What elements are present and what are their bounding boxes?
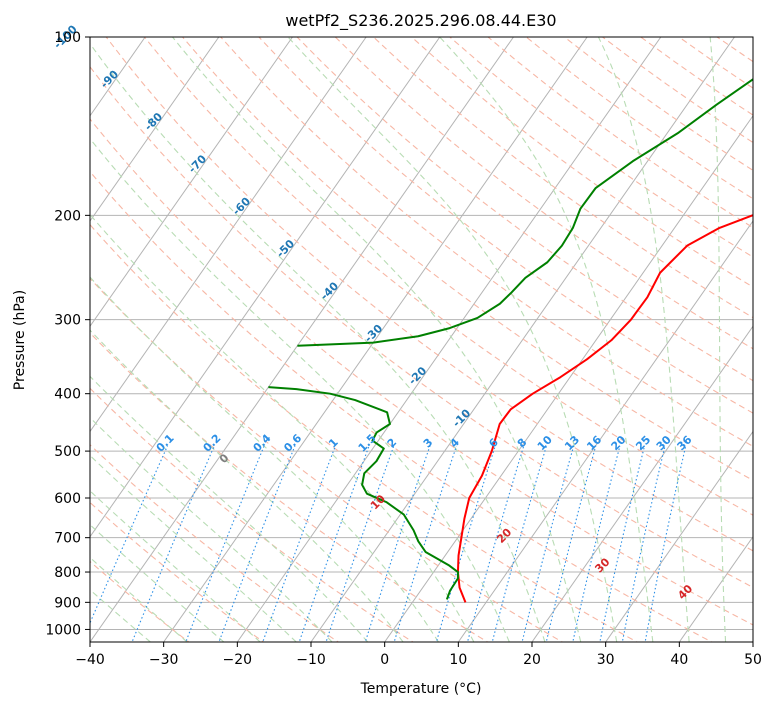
isotherm-line [90,37,441,538]
mixing-ratio-line [364,445,431,642]
x-tick-label: 30 [597,652,615,668]
dry-adiabat-line [90,277,564,642]
isotherm-line [236,37,662,642]
dry-adiabat-line [411,37,753,288]
y-tick-label: 300 [54,313,81,329]
y-tick-label: 100 [54,30,81,46]
profiles [268,78,753,603]
isotherm-line [90,37,293,328]
y-axis: 100 200 300 400 500 600 700 800 900 1000 [45,30,90,638]
moist-adiabat-line [439,37,654,642]
x-tick-label: −10 [296,652,326,668]
y-axis-label: Pressure (hPa) [12,290,28,390]
moist-adiabat-line [90,276,439,642]
plot-frame [89,36,754,643]
isotherm-line [457,220,753,642]
x-tick-label: −30 [149,652,179,668]
moist-adiabat-line [90,589,151,642]
mixing-ratio-line [521,445,575,642]
dry-adiabat-line [90,332,489,642]
dry-adiabat-line [220,37,753,447]
moist-adiabat-line [90,454,297,642]
mixing-ratio-line [325,445,395,642]
isotherm-line [90,37,514,642]
mixing-ratio-line [621,445,666,642]
dewpoint-profile [297,78,753,347]
moist-adiabat-line [90,375,369,642]
x-axis-label: Temperature (°C) [360,681,482,697]
isotherm-line [90,37,367,433]
x-axis: −40 −30 −20 −10 0 10 20 30 40 50 [75,642,762,668]
isotherm-line [163,37,588,642]
dry-adiabat-line [182,37,753,481]
mixing-ratio-line [572,445,621,642]
temperature-profile [456,214,753,603]
moist-adiabat-line [90,42,546,642]
dry-adiabat-line [90,444,340,642]
dry-adiabat-line [90,501,265,642]
x-tick-label: 20 [523,652,541,668]
dry-adiabat-line [258,37,753,414]
x-tick-label: 40 [670,652,688,668]
moist-adiabat-line [90,490,261,642]
y-tick-label: 600 [54,491,81,507]
isotherm-line [678,535,753,642]
dry-adiabat-line [90,118,753,626]
moist-adiabat-line [90,329,404,642]
moist-adiabat-line [709,37,727,642]
moist-adiabat-line [287,37,618,642]
isotherm-line [384,114,753,642]
mixing-ratio-line [393,445,458,642]
mixing-ratio-line [298,445,370,642]
moist-adiabat-line [172,37,582,642]
mixing-ratio-line [491,445,547,642]
x-tick-label: 0 [380,652,389,668]
mixing-ratio-line [599,445,646,642]
mixing-ratio-line [466,445,525,642]
moist-adiabat-line [597,37,690,642]
dry-adiabat-line [373,37,753,319]
dry-adiabat-line [90,223,639,642]
dry-adiabat-line [90,170,713,642]
mixing-ratio-line [644,445,687,642]
moist-adiabat-line [90,556,188,642]
dry-adiabat-line [90,65,753,588]
x-tick-label: −20 [223,652,253,668]
y-tick-label: 200 [54,208,81,224]
x-tick-label: 50 [744,652,762,668]
x-tick-label: −40 [75,652,105,668]
y-tick-label: 400 [54,387,81,403]
dewpoint-profile [268,386,459,600]
y-tick-label: 500 [54,444,81,460]
mixing-ratio-line [185,445,265,642]
dry-adiabat-line [105,37,753,552]
moist-adiabat-line [90,523,225,642]
x-tick-label: 10 [449,652,467,668]
y-tick-label: 1000 [45,622,81,638]
dry-adiabat-line [143,37,753,516]
mixing-ratio-line [435,445,496,642]
y-tick-label: 800 [54,565,81,581]
dry-adiabat-line [90,387,414,642]
mixing-ratio-line [545,445,597,642]
y-tick-label: 700 [54,531,81,547]
isotherm-line [605,430,753,642]
chart-title: wetPf2_S236.2025.296.08.44.E30 [285,11,556,31]
y-tick-label: 900 [54,595,81,611]
